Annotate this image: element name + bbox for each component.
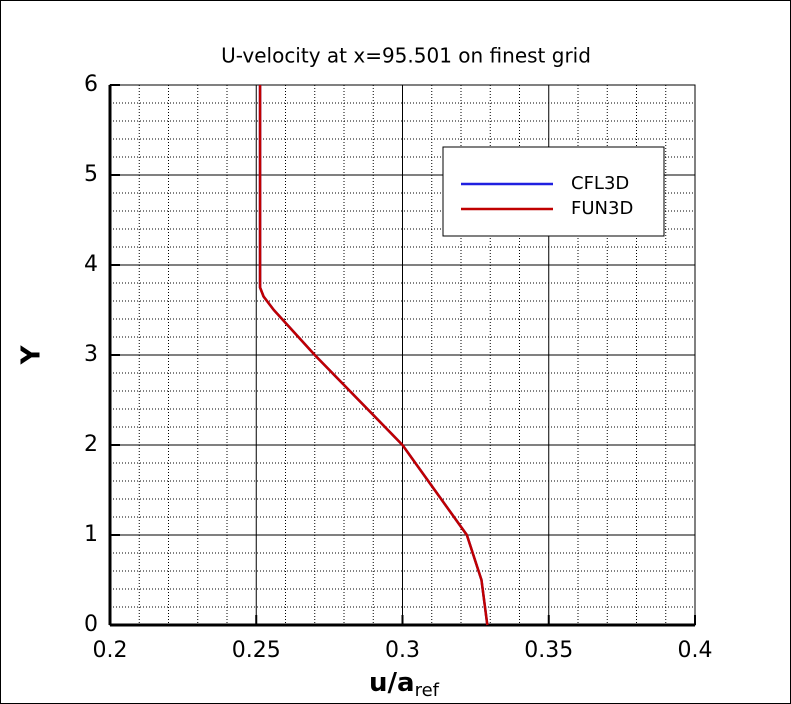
legend: CFL3D FUN3D <box>442 146 665 237</box>
y-tick-label: 5 <box>84 162 98 187</box>
legend-label: CFL3D <box>571 173 629 194</box>
chart-title: U-velocity at x=95.501 on finest grid <box>221 44 591 68</box>
y-tick-label: 4 <box>84 252 98 277</box>
x-tick-label: 0.2 <box>93 638 128 663</box>
legend-label: FUN3D <box>571 198 633 219</box>
y-tick-label: 6 <box>84 72 98 97</box>
x-axis-label: u/aref <box>369 668 440 702</box>
x-tick-label: 0.35 <box>524 638 573 663</box>
y-axis-label: Y <box>17 344 47 365</box>
data-line <box>258 85 489 626</box>
y-tick-label: 2 <box>84 432 98 457</box>
y-tick-label: 0 <box>84 612 98 637</box>
x-tick-label: 0.4 <box>678 638 713 663</box>
x-label-main: u/a <box>369 668 415 698</box>
x-label-sub: ref <box>415 680 440 701</box>
x-tick-label: 0.25 <box>232 638 281 663</box>
y-tick-label: 1 <box>84 522 98 547</box>
y-tick-label: 3 <box>84 342 98 367</box>
legend-box <box>442 146 665 237</box>
x-tick-label: 0.3 <box>385 638 420 663</box>
